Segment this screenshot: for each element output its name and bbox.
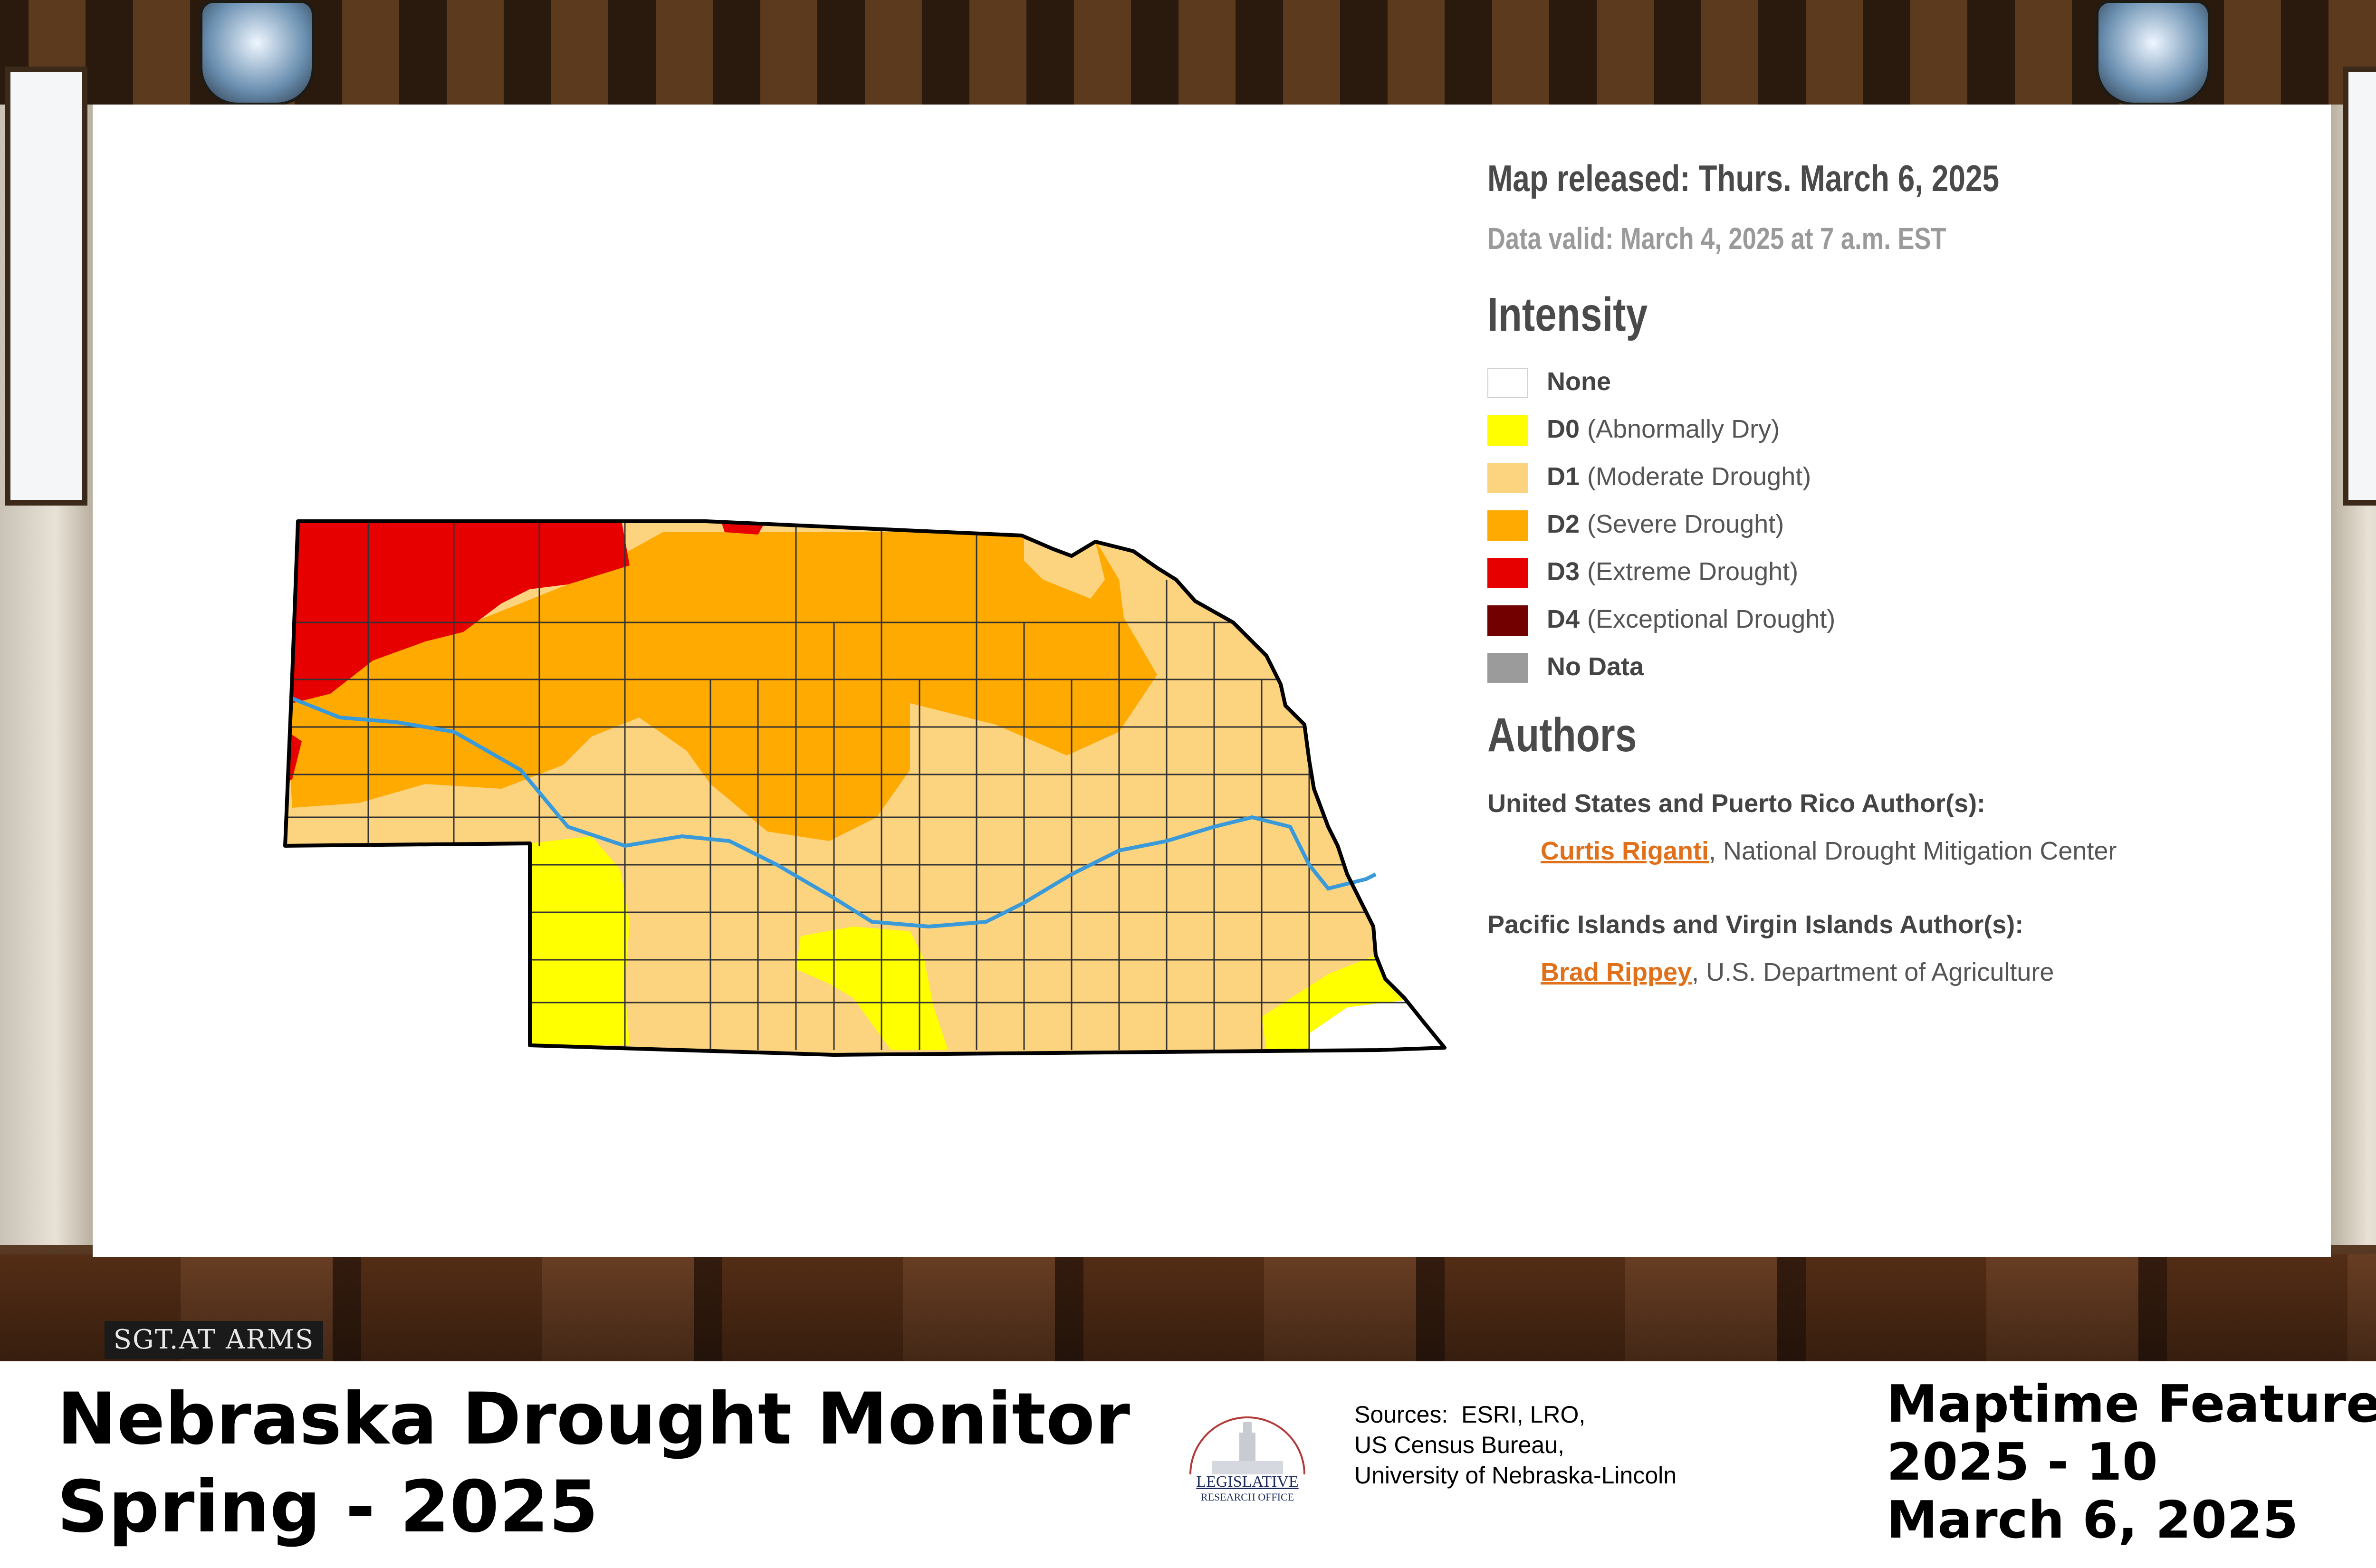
- sources-line-3: University of Nebraska-Lincoln: [1354, 1462, 1677, 1489]
- legend-swatch: [1487, 605, 1528, 636]
- maptime-feature-block: Maptime Feature 2025 - 10 March 6, 2025: [1887, 1376, 2376, 1549]
- map-released-date: Map released: Thurs. March 6, 2025: [1487, 157, 2000, 199]
- us-author-line: Curtis Riganti, National Drought Mitigat…: [1541, 836, 2117, 866]
- d3-extreme-zone-northwest: [285, 521, 630, 703]
- county-boundaries: [285, 521, 1423, 1050]
- author-affiliation: , U.S. Department of Agriculture: [1692, 958, 2054, 986]
- title-line-1: Nebraska Drought Monitor: [57, 1378, 1130, 1461]
- legend-desc: (Severe Drought): [1587, 510, 1784, 538]
- ceiling-beams: [0, 0, 2376, 105]
- map-data-valid: Data valid: March 4, 2025 at 7 a.m. EST: [1487, 221, 1946, 256]
- feature-line-3: March 6, 2025: [1887, 1491, 2299, 1550]
- legend-swatch: [1487, 463, 1528, 493]
- legend-code: D4: [1547, 605, 1580, 633]
- feature-title: Nebraska Drought Monitor Spring - 2025: [57, 1376, 1130, 1551]
- d2-severe-zone: [285, 532, 1157, 841]
- window-left: [5, 67, 87, 506]
- pacific-authors-label: Pacific Islands and Virgin Islands Autho…: [1487, 910, 2024, 939]
- nebraska-drought-map: [283, 519, 1447, 1057]
- author-link-curtis-riganti[interactable]: Curtis Riganti: [1541, 837, 1709, 865]
- author-affiliation: , National Drought Mitigation Center: [1709, 837, 2117, 865]
- platte-river: [291, 697, 1377, 929]
- none-southeast-zone: [1309, 1000, 1445, 1050]
- pacific-author-line: Brad Rippey, U.S. Department of Agricult…: [1541, 957, 2054, 987]
- legend-code: D1: [1547, 462, 1580, 491]
- sergeant-at-arms-sign: SGT.AT ARMS: [105, 1321, 323, 1359]
- legislative-research-office-logo: LEGISLATIVE RESEARCH OFFICE: [1183, 1414, 1312, 1509]
- legend-desc: (Extreme Drought): [1587, 557, 1799, 586]
- logo-wordmark: LEGISLATIVE RESEARCH OFFICE: [1183, 1474, 1312, 1505]
- legend-code: D0: [1547, 415, 1580, 443]
- sources-line-1: Sources: ESRI, LRO,: [1354, 1401, 1586, 1428]
- legend-code: None: [1547, 367, 1611, 396]
- legend-swatch: [1487, 415, 1528, 446]
- logo-line-1: LEGISLATIVE: [1196, 1473, 1299, 1491]
- authors-heading: Authors: [1487, 708, 1637, 762]
- d0-southwest-zone: [530, 836, 630, 1045]
- intensity-heading: Intensity: [1487, 288, 1648, 341]
- author-link-brad-rippey[interactable]: Brad Rippey: [1541, 958, 1692, 986]
- d1-northeast-patch: [1024, 539, 1105, 599]
- legend-code: D3: [1547, 557, 1580, 586]
- legend-swatch: [1487, 653, 1528, 683]
- capitol-logo-icon: [1189, 1416, 1305, 1475]
- legend-desc: (Exceptional Drought): [1587, 605, 1836, 633]
- legend-swatch: [1487, 510, 1528, 541]
- legend-swatch: [1487, 558, 1528, 588]
- us-authors-label: United States and Puerto Rico Author(s):: [1487, 789, 1986, 818]
- legend-desc: (Moderate Drought): [1587, 462, 1811, 491]
- chamber-floor-shadow: [0, 1254, 2376, 1361]
- feature-line-1: Maptime Feature: [1887, 1375, 2376, 1434]
- window-right: [2343, 67, 2376, 506]
- chandelier-right: [2096, 0, 2211, 105]
- logo-line-2: RESEARCH OFFICE: [1200, 1491, 1294, 1503]
- nebraska-state-outline: [283, 519, 1447, 1057]
- sources-line-2: US Census Bureau,: [1354, 1432, 1564, 1458]
- feature-line-2: 2025 - 10: [1887, 1433, 2158, 1492]
- sources-credit: Sources: ESRI, LRO, US Census Bureau, Un…: [1354, 1399, 1677, 1491]
- drought-map-panel: Map released: Thurs. March 6, 2025 Data …: [93, 105, 2331, 1257]
- legend-code: No Data: [1547, 652, 1644, 681]
- legend-desc: (Abnormally Dry): [1587, 415, 1780, 443]
- legend-code: D2: [1547, 510, 1580, 538]
- chandelier-left: [200, 0, 315, 105]
- title-line-2: Spring - 2025: [57, 1466, 599, 1549]
- legend-swatch: [1487, 368, 1528, 398]
